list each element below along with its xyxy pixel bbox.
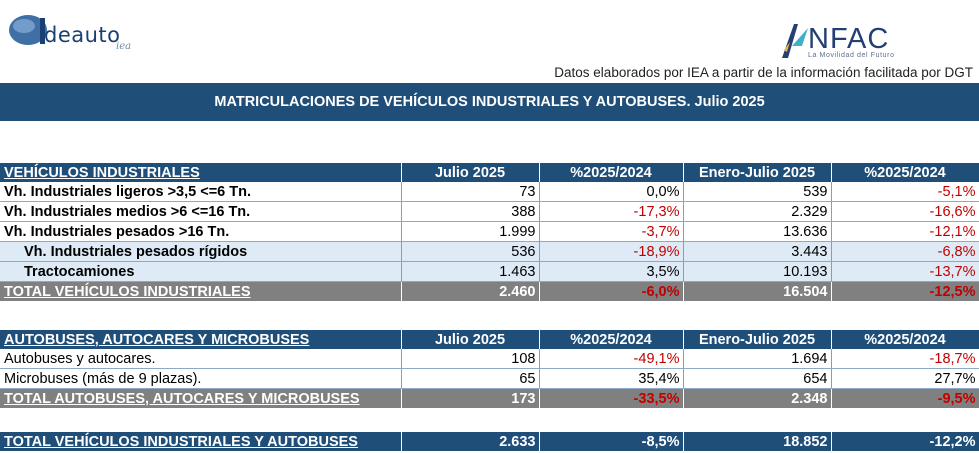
cell: 2.329: [683, 201, 832, 222]
cell: 16.504: [683, 281, 832, 301]
industriales-table: VEHÍCULOS INDUSTRIALES Julio 2025 %2025/…: [0, 163, 979, 301]
cell: 654: [683, 368, 832, 389]
row-label: Tractocamiones: [0, 261, 402, 282]
cell: 536: [401, 241, 540, 262]
cell: 13.636: [683, 221, 832, 242]
grand-total-row: TOTAL VEHÍCULOS INDUSTRIALES Y AUTOBUSES…: [0, 432, 979, 451]
cell: -6,0%: [539, 281, 684, 301]
ideauto-logo-text: deauto: [44, 23, 121, 47]
row-label: Microbuses (más de 9 plazas).: [0, 368, 402, 389]
cell: -8,5%: [539, 432, 684, 451]
row-label: Vh. Industriales medios >6 <=16 Tn.: [0, 201, 402, 222]
ideauto-globe-icon: [9, 15, 47, 45]
header-cell: Julio 2025: [401, 163, 540, 182]
table-row: Vh. Industriales pesados >16 Tn. 1.999 -…: [0, 221, 979, 242]
autobuses-table: AUTOBUSES, AUTOCARES Y MICROBUSES Julio …: [0, 330, 979, 408]
header-cell: AUTOBUSES, AUTOCARES Y MICROBUSES: [0, 330, 402, 349]
total-label: TOTAL VEHÍCULOS INDUSTRIALES: [0, 281, 402, 301]
grand-total-table: TOTAL VEHÍCULOS INDUSTRIALES Y AUTOBUSES…: [0, 432, 979, 451]
cell: 1.999: [401, 221, 540, 242]
cell: -12,5%: [831, 281, 979, 301]
header-cell: Julio 2025: [401, 330, 540, 349]
cell: 65: [401, 368, 540, 389]
cell: 539: [683, 182, 832, 202]
cell: -33,5%: [539, 388, 684, 408]
header-cell: %2025/2024: [831, 163, 979, 182]
grand-total-label: TOTAL VEHÍCULOS INDUSTRIALES Y AUTOBUSES: [0, 432, 402, 451]
cell: 10.193: [683, 261, 832, 282]
table-row: Microbuses (más de 9 plazas). 65 35,4% 6…: [0, 368, 979, 389]
cell: 27,7%: [831, 368, 979, 389]
cell: 73: [401, 182, 540, 202]
ideauto-logo-sub: iea: [116, 41, 132, 52]
row-label: Vh. Industriales pesados rígidos: [0, 241, 402, 262]
anfac-logo-text: NFAC: [808, 23, 890, 55]
cell: 1.463: [401, 261, 540, 282]
header-cell: %2025/2024: [539, 330, 684, 349]
row-label: Vh. Industriales ligeros >3,5 <=6 Tn.: [0, 182, 402, 202]
cell: -16,6%: [831, 201, 979, 222]
table-row: Tractocamiones 1.463 3,5% 10.193 -13,7%: [0, 261, 979, 282]
cell: -9,5%: [831, 388, 979, 408]
total-row: TOTAL VEHÍCULOS INDUSTRIALES 2.460 -6,0%…: [0, 281, 979, 301]
table-row: Vh. Industriales ligeros >3,5 <=6 Tn. 73…: [0, 182, 979, 202]
table-row: Autobuses y autocares. 108 -49,1% 1.694 …: [0, 349, 979, 369]
anfac-logo: NFAC La Movilidad del Futuro: [778, 20, 948, 62]
cell: -13,7%: [831, 261, 979, 282]
ideauto-logo: deauto iea: [8, 10, 158, 52]
cell: 18.852: [683, 432, 832, 451]
table-row: Vh. Industriales pesados rígidos 536 -18…: [0, 241, 979, 262]
source-note: Datos elaborados por IEA a partir de la …: [554, 65, 973, 80]
cell: -18,7%: [831, 349, 979, 369]
cell: -49,1%: [539, 349, 684, 369]
cell: 2.633: [401, 432, 540, 451]
header-cell: Enero-Julio 2025: [683, 330, 832, 349]
cell: 173: [401, 388, 540, 408]
cell: -18,9%: [539, 241, 684, 262]
row-label: Autobuses y autocares.: [0, 349, 402, 369]
cell: -17,3%: [539, 201, 684, 222]
cell: -5,1%: [831, 182, 979, 202]
cell: -6,8%: [831, 241, 979, 262]
anfac-logo-tagline: La Movilidad del Futuro: [808, 52, 895, 59]
cell: 1.694: [683, 349, 832, 369]
total-label: TOTAL AUTOBUSES, AUTOCARES Y MICROBUSES: [0, 388, 402, 408]
cell: 108: [401, 349, 540, 369]
total-row: TOTAL AUTOBUSES, AUTOCARES Y MICROBUSES …: [0, 388, 979, 408]
cell: 2.460: [401, 281, 540, 301]
header-cell: %2025/2024: [539, 163, 684, 182]
cell: 3,5%: [539, 261, 684, 282]
autobuses-header-row: AUTOBUSES, AUTOCARES Y MICROBUSES Julio …: [0, 330, 979, 349]
cell: 0,0%: [539, 182, 684, 202]
cell: -12,1%: [831, 221, 979, 242]
page-title: MATRICULACIONES DE VEHÍCULOS INDUSTRIALE…: [0, 83, 979, 121]
cell: -3,7%: [539, 221, 684, 242]
cell: 35,4%: [539, 368, 684, 389]
header-cell: VEHÍCULOS INDUSTRIALES: [0, 163, 402, 182]
header-cell: %2025/2024: [831, 330, 979, 349]
cell: -12,2%: [831, 432, 979, 451]
industriales-header-row: VEHÍCULOS INDUSTRIALES Julio 2025 %2025/…: [0, 163, 979, 182]
cell: 2.348: [683, 388, 832, 408]
anfac-arrow-icon: [782, 24, 808, 58]
row-label: Vh. Industriales pesados >16 Tn.: [0, 221, 402, 242]
header-cell: Enero-Julio 2025: [683, 163, 832, 182]
cell: 388: [401, 201, 540, 222]
cell: 3.443: [683, 241, 832, 262]
table-row: Vh. Industriales medios >6 <=16 Tn. 388 …: [0, 201, 979, 222]
